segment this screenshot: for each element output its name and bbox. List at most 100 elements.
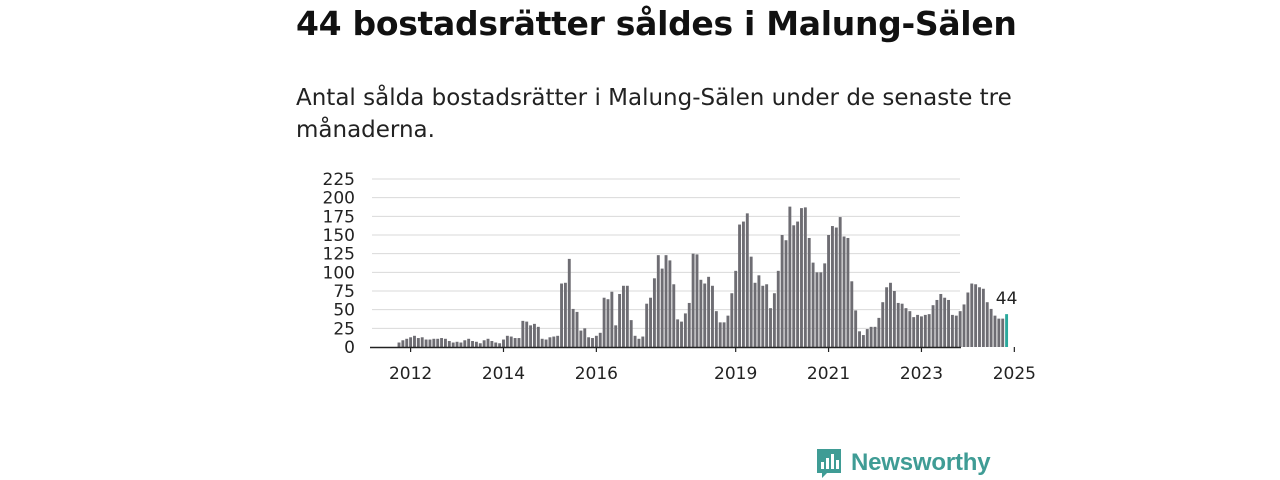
bar bbox=[575, 311, 579, 347]
bar bbox=[587, 337, 591, 347]
bar bbox=[753, 282, 757, 347]
bar bbox=[405, 338, 409, 347]
bar bbox=[656, 255, 660, 347]
bar bbox=[521, 320, 525, 347]
bar bbox=[734, 270, 738, 347]
bar bbox=[978, 287, 981, 347]
bar bbox=[424, 339, 428, 347]
bar bbox=[780, 235, 784, 347]
annotations: 44 bbox=[996, 289, 1018, 309]
bar bbox=[769, 308, 772, 347]
bar bbox=[908, 311, 912, 347]
bar bbox=[683, 313, 687, 347]
bar bbox=[525, 321, 529, 347]
bar bbox=[494, 342, 498, 347]
bar bbox=[714, 311, 718, 347]
bar bbox=[834, 227, 838, 347]
newsworthy-logo-icon bbox=[817, 449, 841, 478]
bar bbox=[474, 341, 478, 347]
bar bbox=[594, 335, 598, 347]
bar bbox=[486, 338, 490, 347]
bar bbox=[544, 339, 548, 347]
bar bbox=[645, 303, 649, 347]
bar bbox=[629, 320, 633, 347]
bar bbox=[989, 308, 993, 347]
bar bbox=[579, 330, 583, 347]
bar bbox=[730, 293, 734, 347]
bar bbox=[529, 325, 533, 347]
bar bbox=[947, 299, 950, 347]
bar bbox=[652, 278, 656, 347]
bar bbox=[757, 275, 761, 347]
y-tick-label: 225 bbox=[323, 170, 355, 190]
bar bbox=[618, 293, 622, 347]
bar bbox=[567, 258, 571, 347]
bar bbox=[939, 293, 943, 347]
y-tick-label: 50 bbox=[333, 301, 355, 321]
bar bbox=[413, 335, 416, 347]
bar bbox=[784, 240, 788, 347]
bar bbox=[455, 341, 459, 347]
bar bbox=[974, 284, 978, 347]
bar bbox=[792, 225, 796, 347]
x-tick-label: 2014 bbox=[482, 364, 525, 384]
bar bbox=[830, 226, 834, 347]
chart-subtitle: Antal sålda bostadsrätter i Malung-Sälen… bbox=[296, 85, 1012, 143]
bar bbox=[459, 342, 463, 347]
x-axis-ticks: 2012 2014 2016 2019 2021 2023 2025 bbox=[389, 347, 1036, 384]
bar bbox=[471, 341, 474, 347]
y-tick-label: 200 bbox=[323, 189, 355, 209]
bar bbox=[598, 332, 602, 347]
y-tick-label: 125 bbox=[323, 245, 355, 265]
bar bbox=[420, 337, 424, 347]
bar bbox=[846, 237, 850, 347]
bar bbox=[850, 281, 854, 347]
y-tick-label: 150 bbox=[323, 226, 355, 246]
bar bbox=[533, 323, 536, 347]
bar bbox=[993, 315, 997, 347]
bar bbox=[610, 291, 614, 347]
bar bbox=[548, 337, 552, 347]
x-tick-label: 2025 bbox=[993, 364, 1036, 384]
y-tick-label: 100 bbox=[323, 263, 355, 283]
bar bbox=[699, 279, 703, 347]
bar bbox=[482, 340, 486, 347]
bar bbox=[478, 343, 482, 347]
bar bbox=[796, 221, 800, 347]
x-tick-label: 2019 bbox=[714, 364, 757, 384]
bar bbox=[602, 297, 606, 347]
bar bbox=[687, 302, 691, 347]
y-tick-label: 175 bbox=[323, 207, 355, 227]
bar bbox=[432, 338, 436, 347]
brand-name: Newsworthy bbox=[851, 449, 991, 476]
bar bbox=[962, 304, 966, 347]
bar bbox=[749, 256, 753, 347]
bar bbox=[920, 316, 923, 347]
bar bbox=[823, 263, 827, 347]
bar bbox=[865, 329, 869, 347]
bar bbox=[625, 285, 629, 347]
bar bbox=[927, 314, 931, 347]
bar bbox=[591, 338, 594, 347]
bar bbox=[745, 213, 749, 347]
bar bbox=[436, 338, 440, 347]
bar bbox=[827, 235, 831, 347]
bar bbox=[583, 328, 587, 347]
bar bbox=[958, 311, 962, 347]
bar bbox=[892, 291, 896, 347]
bar bbox=[676, 319, 680, 347]
bar bbox=[896, 302, 900, 347]
bar bbox=[498, 343, 502, 347]
bar bbox=[660, 268, 664, 347]
bar bbox=[513, 338, 517, 347]
brand-logo: Newsworthy bbox=[815, 447, 991, 479]
bar bbox=[509, 336, 513, 347]
bar bbox=[451, 342, 455, 347]
bar bbox=[877, 317, 881, 347]
bar bbox=[606, 299, 610, 347]
bar bbox=[776, 270, 780, 347]
bar bbox=[447, 341, 451, 347]
bar bbox=[943, 297, 947, 347]
bar bbox=[695, 254, 699, 347]
bar bbox=[563, 282, 567, 347]
